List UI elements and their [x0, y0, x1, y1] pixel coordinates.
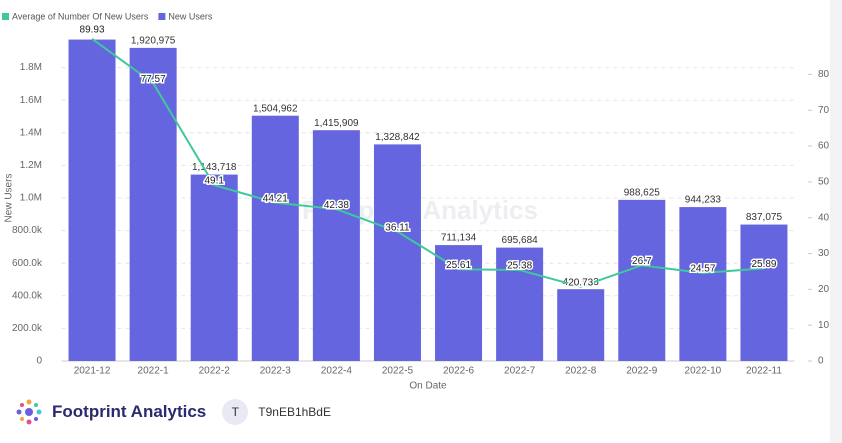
line-value-label: 24.57: [690, 264, 715, 275]
bar-value-label: 1,920,975: [131, 36, 176, 47]
bar: [312, 130, 360, 361]
line-value-label: 36.11: [385, 222, 410, 233]
footer: Footprint Analytics T T9nEB1hBdE: [14, 396, 331, 428]
x-tick-label: 2021-12: [74, 366, 111, 377]
bar: [618, 199, 666, 361]
bar: [190, 174, 238, 361]
y-tick-label: 1.8M: [20, 62, 42, 73]
x-tick-label: 2022-9: [626, 366, 658, 377]
x-tick-label: 2022-10: [685, 366, 722, 377]
legend-label: Average of Number Of New Users: [12, 11, 149, 21]
y-tick-label: 1.0M: [20, 193, 42, 204]
logo: [16, 399, 42, 425]
bar-value-label: 695,684: [502, 235, 539, 246]
y-tick-label: 200.0k: [12, 323, 43, 334]
bar: [129, 47, 177, 362]
line-value-label: 26.7: [632, 256, 652, 267]
line-value-label: 77.57: [141, 74, 166, 85]
y-tick-label: 0: [36, 356, 42, 367]
y2-tick-label: 0: [818, 356, 824, 367]
bar: [496, 247, 544, 361]
y2-tick-label: 50: [818, 177, 830, 188]
bar-value-label: 1,415,909: [314, 118, 359, 129]
bar: [435, 245, 483, 361]
x-tick-label: 2022-3: [260, 366, 292, 377]
bar-value-label: 837,075: [746, 212, 783, 223]
x-axis-label: On Date: [409, 381, 447, 392]
y2-tick-label: 60: [818, 141, 830, 152]
y-tick-label: 800.0k: [12, 225, 43, 236]
y-tick-label: 1.4M: [20, 127, 42, 138]
bar-value-label: 944,233: [685, 195, 722, 206]
bar: [679, 207, 727, 361]
line-value-label: 20.73: [568, 277, 593, 288]
avatar[interactable]: T: [222, 399, 249, 425]
x-tick-label: 2022-8: [565, 366, 597, 377]
y2-tick-label: 80: [818, 69, 830, 80]
x-tick-label: 2022-1: [138, 366, 170, 377]
line-value-label: 42.38: [324, 200, 349, 211]
y-axis-label: New Users: [4, 174, 15, 223]
legend-swatch: [158, 13, 166, 20]
bar-value-label: 1,504,962: [253, 103, 298, 114]
bar: [557, 289, 605, 361]
y2-tick-label: 40: [818, 212, 830, 223]
line-value-label: 25.89: [751, 259, 776, 270]
bar-value-label: 440,543: [563, 277, 600, 288]
line-value-label: 25.38: [507, 261, 532, 272]
x-tick-label: 2022-7: [504, 366, 536, 377]
y-tick-label: 600.0k: [12, 258, 43, 269]
line: [91, 38, 765, 288]
bar: [68, 39, 116, 362]
y2-tick-label: 30: [818, 248, 830, 259]
y-tick-label: 400.0k: [12, 290, 43, 301]
x-tick-label: 2022-4: [321, 366, 353, 377]
user-name[interactable]: T9nEB1hBdE: [258, 405, 331, 419]
bar-value-label: 1,143,718: [192, 162, 237, 173]
line-value-label: 25.61: [446, 260, 471, 271]
y2-tick-label: 10: [818, 320, 830, 331]
x-tick-label: 2022-6: [443, 366, 475, 377]
side-panel: [830, 0, 842, 443]
chart: Footprint Analytics New Users On Date 02…: [2, 11, 830, 392]
y2-tick-label: 20: [818, 284, 830, 295]
x-tick-label: 2022-11: [746, 366, 782, 377]
x-tick-label: 2022-2: [199, 366, 231, 377]
legend-swatch: [2, 13, 9, 20]
y2-tick-label: 70: [818, 105, 830, 116]
bar: [251, 115, 299, 361]
bar-value-label: 711,134: [441, 233, 477, 244]
x-tick-label: 2022-5: [382, 366, 414, 377]
bar-value-label: 988,625: [624, 187, 661, 198]
line-value-label: 89.93: [80, 24, 105, 35]
line-value-label: 49.1: [204, 176, 224, 187]
brand: Footprint Analytics: [52, 402, 207, 421]
bar-value-label: 1,328,842: [375, 132, 420, 143]
line-value-label: 44.21: [263, 193, 288, 204]
y-tick-label: 1.2M: [20, 160, 42, 171]
bar: [740, 224, 788, 361]
bar: [373, 144, 421, 361]
legend-label: New Users: [168, 11, 213, 21]
y-tick-label: 1.6M: [20, 95, 42, 106]
